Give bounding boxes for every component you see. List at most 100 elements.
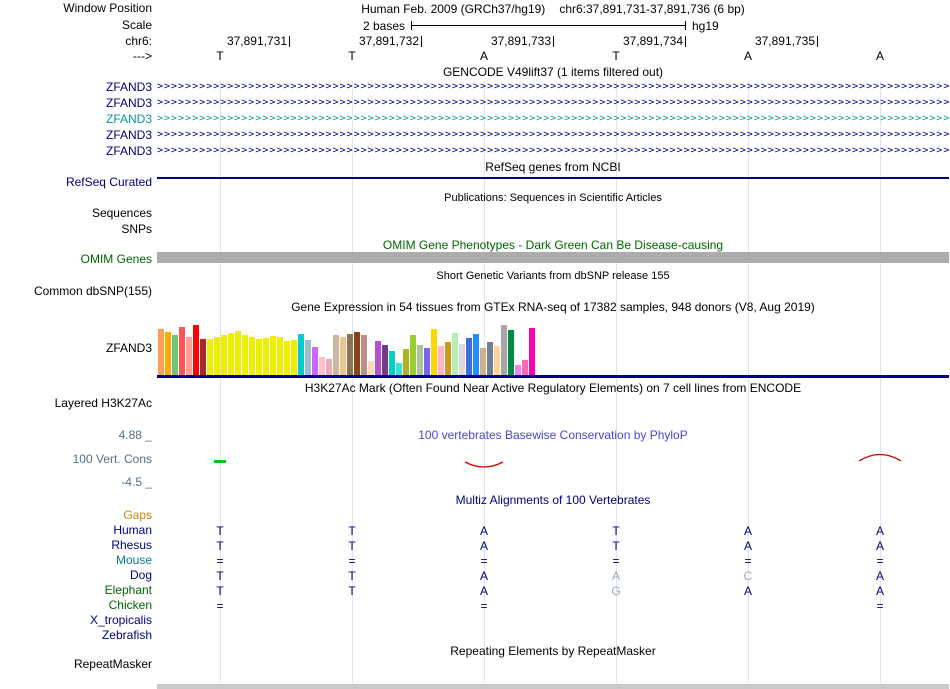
alignment-base: A — [743, 584, 752, 598]
gtex-bar[interactable] — [256, 339, 262, 375]
gtex-bar[interactable] — [466, 338, 472, 375]
gencode-item-label[interactable]: ZFAND3 — [105, 80, 152, 94]
alignment-base: T — [612, 539, 620, 553]
gtex-bar[interactable] — [522, 360, 528, 375]
species-label[interactable]: Mouse — [115, 553, 152, 567]
gencode-transcript[interactable]: >>>>>>>>>>>>>>>>>>>>>>>>>>>>>>>>>>>>>>>>… — [157, 145, 949, 156]
gencode-transcript[interactable]: >>>>>>>>>>>>>>>>>>>>>>>>>>>>>>>>>>>>>>>>… — [157, 113, 949, 124]
gencode-item-label[interactable]: ZFAND3 — [105, 144, 152, 158]
gtex-bar[interactable] — [179, 327, 185, 375]
gencode-item-label[interactable]: ZFAND3 — [105, 112, 152, 126]
gencode-transcript[interactable]: >>>>>>>>>>>>>>>>>>>>>>>>>>>>>>>>>>>>>>>>… — [157, 129, 949, 140]
gtex-bar[interactable] — [382, 345, 388, 375]
gtex-bar[interactable] — [445, 342, 451, 375]
gtex-bar[interactable] — [431, 329, 437, 375]
gtex-bar[interactable] — [291, 340, 297, 375]
gtex-bar[interactable] — [158, 329, 164, 375]
gtex-bar[interactable] — [410, 335, 416, 375]
alignment-base: = — [480, 554, 488, 568]
base-letter: T — [216, 49, 224, 63]
gtex-bar[interactable] — [452, 333, 458, 375]
gtex-bar[interactable] — [459, 344, 465, 375]
gtex-bar[interactable] — [487, 342, 493, 375]
gtex-bar[interactable] — [473, 334, 479, 375]
gtex-bar[interactable] — [193, 325, 199, 375]
gtex-bar[interactable] — [515, 365, 521, 375]
gtex-bar[interactable] — [235, 331, 241, 375]
gtex-bar[interactable] — [277, 337, 283, 375]
alignment-base: T — [348, 539, 356, 553]
gencode-item-label[interactable]: ZFAND3 — [105, 96, 152, 110]
species-label[interactable]: Gaps — [123, 508, 152, 522]
alignment-base: A — [479, 569, 488, 583]
gencode-transcript[interactable]: >>>>>>>>>>>>>>>>>>>>>>>>>>>>>>>>>>>>>>>>… — [157, 81, 949, 92]
gtex-bar[interactable] — [207, 339, 213, 375]
gtex-bar[interactable] — [270, 336, 276, 375]
gtex-bar[interactable] — [480, 348, 486, 375]
species-label[interactable]: Zebrafish — [101, 628, 152, 642]
refseq-track-line[interactable] — [157, 177, 949, 179]
gtex-bar[interactable] — [186, 337, 192, 375]
gtex-bar[interactable] — [214, 337, 220, 375]
h3k27ac-label[interactable]: Layered H3K27Ac — [54, 396, 152, 410]
species-label[interactable]: Human — [113, 523, 152, 537]
ruler-tick — [817, 36, 818, 47]
gtex-bar[interactable] — [263, 338, 269, 375]
gtex-bar[interactable] — [172, 335, 178, 375]
refseq-label[interactable]: RefSeq Curated — [65, 175, 152, 189]
gtex-bar[interactable] — [228, 333, 234, 375]
gtex-bar[interactable] — [284, 341, 290, 375]
conservation-plot[interactable] — [157, 444, 949, 490]
base-letter: A — [743, 49, 752, 63]
gtex-bar[interactable] — [242, 335, 248, 375]
gencode-item-label[interactable]: ZFAND3 — [105, 128, 152, 142]
gtex-bar[interactable] — [529, 328, 535, 375]
gtex-bar[interactable] — [417, 345, 423, 375]
assembly-text: Human Feb. 2009 (GRCh37/hg19) — [361, 2, 546, 16]
dbsnp-label[interactable]: Common dbSNP(155) — [33, 284, 152, 298]
gtex-bar[interactable] — [326, 359, 332, 375]
conservation-track-label[interactable]: 100 Vert. Cons — [72, 452, 152, 466]
species-label[interactable]: Rhesus — [111, 538, 152, 552]
gtex-bar[interactable] — [389, 351, 395, 375]
ruler-tick-label: 37,891,733 — [490, 34, 551, 48]
gtex-bar[interactable] — [305, 340, 311, 375]
gtex-bar[interactable] — [424, 348, 430, 375]
base-letter: A — [479, 49, 488, 63]
gtex-bar[interactable] — [333, 335, 339, 375]
gtex-bar[interactable] — [494, 346, 500, 375]
gtex-bar[interactable] — [312, 347, 318, 375]
gtex-bar[interactable] — [501, 325, 507, 375]
gtex-bar[interactable] — [438, 346, 444, 375]
species-label[interactable]: X_tropicalis — [89, 613, 152, 627]
gtex-bar[interactable] — [354, 332, 360, 375]
repeatmasker-track-bar[interactable] — [157, 684, 949, 689]
omim-track-bar[interactable] — [157, 252, 949, 263]
repeatmasker-label[interactable]: RepeatMasker — [73, 657, 152, 671]
gtex-bar[interactable] — [508, 330, 514, 375]
gtex-bar[interactable] — [200, 339, 206, 375]
gtex-bar[interactable] — [347, 334, 353, 375]
gtex-bar[interactable] — [396, 363, 402, 375]
species-label[interactable]: Elephant — [104, 583, 152, 597]
gencode-transcript[interactable]: >>>>>>>>>>>>>>>>>>>>>>>>>>>>>>>>>>>>>>>>… — [157, 97, 949, 108]
gtex-track-label[interactable]: ZFAND3 — [105, 341, 152, 355]
omim-label[interactable]: OMIM Genes — [80, 252, 152, 266]
gtex-bar[interactable] — [249, 337, 255, 375]
gtex-bar[interactable] — [375, 341, 381, 375]
gtex-bar[interactable] — [368, 361, 374, 375]
gtex-bar[interactable] — [165, 332, 171, 375]
gtex-bar[interactable] — [403, 349, 409, 375]
species-label[interactable]: Chicken — [108, 598, 152, 612]
alignment-base: A — [875, 524, 884, 538]
gtex-bar[interactable] — [221, 335, 227, 375]
gtex-bar[interactable] — [298, 334, 304, 375]
species-label[interactable]: Dog — [129, 568, 152, 582]
sequences-label[interactable]: Sequences — [91, 206, 152, 220]
gtex-bar[interactable] — [319, 357, 325, 375]
alignment-base: = — [876, 554, 884, 568]
gtex-bar[interactable] — [340, 337, 346, 375]
gtex-bar[interactable] — [361, 335, 367, 375]
snps-label[interactable]: SNPs — [121, 222, 152, 236]
gtex-bar-chart[interactable] — [158, 322, 535, 375]
